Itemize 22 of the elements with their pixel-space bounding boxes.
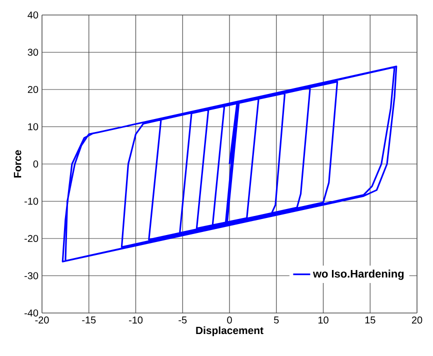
x-tick-label: -15 bbox=[82, 316, 96, 324]
line-series bbox=[62, 66, 398, 262]
x-tick-label: -5 bbox=[178, 316, 187, 324]
y-tick-label: 30 bbox=[28, 48, 38, 56]
y-tick-label: -20 bbox=[24, 234, 38, 242]
x-tick-label: 0 bbox=[227, 316, 232, 324]
legend-label: wo Iso.Hardening bbox=[312, 270, 404, 280]
y-tick-label: 10 bbox=[28, 123, 38, 130]
y-tick-label: -40 bbox=[24, 309, 38, 317]
x-tick-label: 5 bbox=[274, 316, 279, 324]
x-tick-label: 20 bbox=[412, 316, 422, 324]
y-tick-label: -10 bbox=[24, 198, 38, 205]
x-tick-label: -10 bbox=[128, 316, 143, 324]
y-tick-label: 40 bbox=[28, 11, 38, 19]
x-tick-label: -20 bbox=[35, 316, 49, 324]
x-tick-label: 15 bbox=[365, 316, 376, 324]
y-axis-title: Force bbox=[14, 150, 22, 178]
y-tick-label: -30 bbox=[24, 272, 38, 280]
y-tick-label: 20 bbox=[28, 86, 38, 94]
x-axis-title: Displacement bbox=[196, 326, 264, 336]
y-tick-label: 0 bbox=[33, 160, 38, 168]
x-tick-label: 10 bbox=[318, 316, 328, 324]
